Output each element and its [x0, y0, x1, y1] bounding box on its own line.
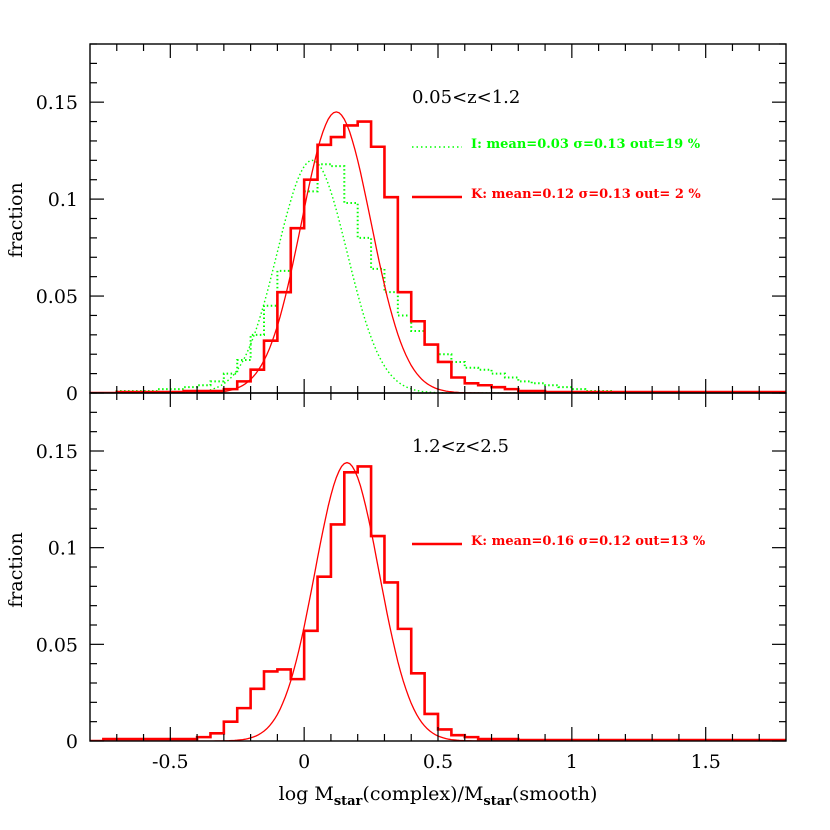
top-axes: 0 0.05 0.1 0.15 [36, 43, 787, 405]
panel-top: 0 0.05 0.1 0.15 0.05<z<1.2 I: mean=0.03 σ=0… [5, 43, 787, 405]
x-tick-label: 1 [566, 751, 578, 773]
x-tick-label: -0.5 [152, 751, 189, 773]
y-tick-label: 0.1 [48, 538, 78, 560]
panel-bottom: 0 0.05 0.1 0.15 -0.5 0 0.5 1 1.5 1.2<z<2.5 K: me… [5, 392, 787, 773]
histogram-K-top [90, 120, 786, 393]
legend-K-bottom-text: K: mean=0.16 σ=0.12 out=13 % [471, 534, 706, 549]
legend-K-top-text: K: mean=0.12 σ=0.13 out= 2 % [471, 187, 701, 202]
bottom-histograms [90, 461, 786, 741]
legend-K-bottom: K: mean=0.16 σ=0.12 out=13 % [412, 534, 706, 549]
xlabel-part-1: log M [279, 783, 334, 805]
xlabel-sub-1: star [334, 794, 363, 809]
legend-I-text: I: mean=0.03 σ=0.13 out=19 % [471, 137, 701, 152]
bottom-redshift-label: 1.2<z<2.5 [412, 436, 509, 457]
top-histograms [90, 111, 786, 393]
x-tick-label: 0 [298, 751, 310, 773]
x-axis-label: log Mstar(complex)/Mstar(smooth) [279, 783, 598, 809]
bottom-ylabel: fraction [5, 532, 27, 607]
y-tick-label: 0.15 [36, 92, 78, 114]
x-tick-label: 0.5 [423, 751, 453, 773]
plot-area [90, 461, 786, 741]
y-tick-label: 0.15 [36, 441, 78, 463]
gaussian-fit-K-bottom [90, 461, 786, 741]
x-tick-label: 1.5 [691, 751, 721, 773]
y-tick-label: 0 [66, 731, 78, 753]
y-tick-label: 0 [66, 383, 78, 405]
legend-I: I: mean=0.03 σ=0.13 out=19 % [412, 137, 701, 152]
xlabel-part-2: (complex)/M [362, 783, 483, 805]
xlabel-sub-2: star [483, 794, 512, 809]
y-tick-label: 0.1 [48, 189, 78, 211]
top-ylabel: fraction [5, 182, 27, 257]
top-redshift-label: 0.05<z<1.2 [412, 87, 520, 108]
y-tick-label: 0.05 [36, 286, 78, 308]
bottom-axes: 0 0.05 0.1 0.15 -0.5 0 0.5 1 1.5 [36, 392, 787, 773]
histogram-I-top [90, 163, 786, 393]
plot-area [90, 111, 786, 393]
y-tick-label: 0.05 [36, 634, 78, 656]
histogram-K-bottom [90, 465, 786, 741]
xlabel-part-3: (smooth) [512, 783, 597, 805]
legend-K-top: K: mean=0.12 σ=0.13 out= 2 % [412, 187, 701, 202]
